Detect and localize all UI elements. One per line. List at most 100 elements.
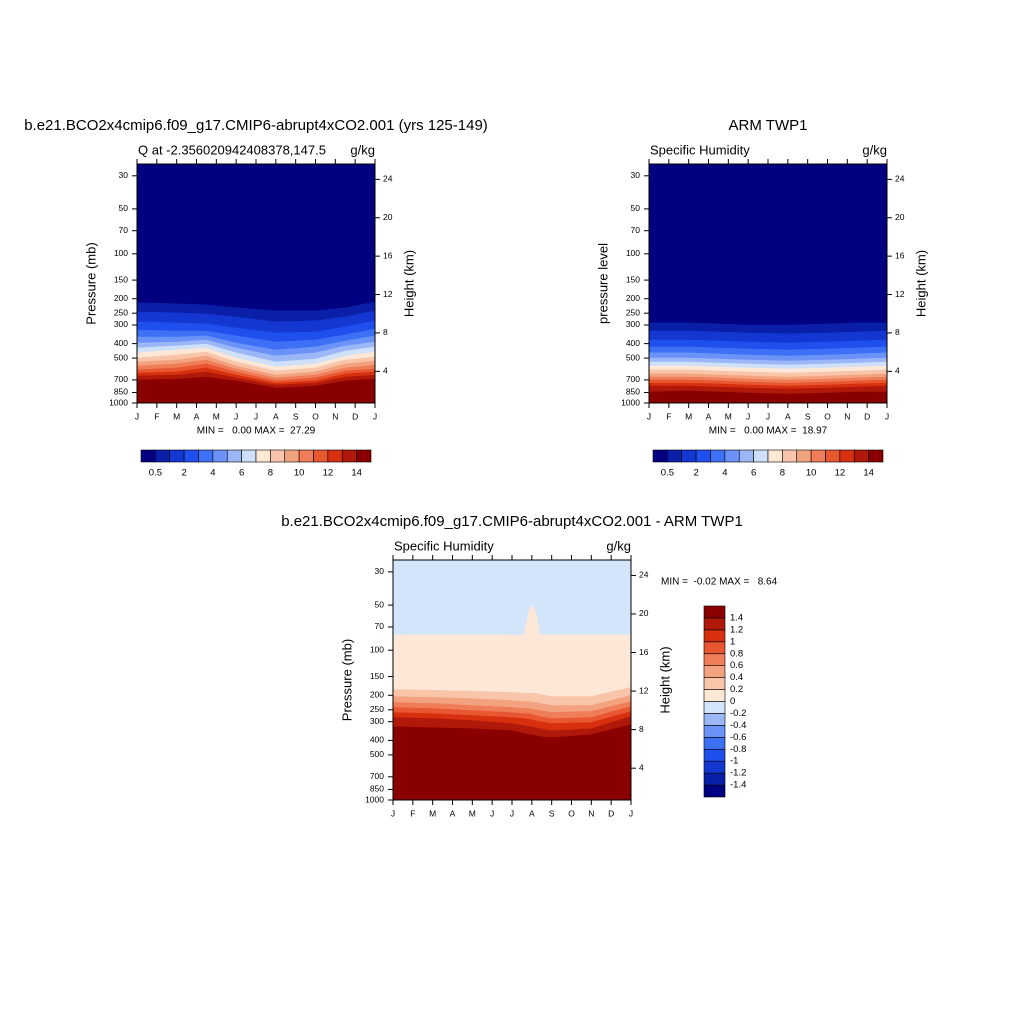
colorbar-label: 0.8 bbox=[730, 648, 743, 659]
x-tick-label: J bbox=[234, 411, 238, 421]
colorbar-label: 2 bbox=[693, 468, 698, 479]
y-tick-label: 300 bbox=[626, 319, 640, 329]
x-tick-label: N bbox=[588, 808, 594, 818]
y-tick-label: 200 bbox=[370, 690, 384, 700]
colorbar-box bbox=[703, 629, 726, 643]
x-tick-label: S bbox=[805, 411, 811, 421]
x-tick-label: A bbox=[529, 808, 535, 818]
y-tick-label: 500 bbox=[626, 352, 640, 362]
colorbar-label: 14 bbox=[351, 468, 362, 479]
y2-tick-label: 8 bbox=[383, 327, 388, 337]
y2-tick-label: 24 bbox=[383, 174, 393, 184]
colorbar-label: 0.4 bbox=[730, 672, 743, 683]
stats: MIN = 0.00 MAX = 18.97 bbox=[709, 426, 828, 437]
y-tick-label: 700 bbox=[114, 374, 128, 384]
colorbar-label: 4 bbox=[210, 468, 215, 479]
y-tick-label: 850 bbox=[626, 387, 640, 397]
x-tick-label: F bbox=[410, 808, 415, 818]
colorbar-label: 10 bbox=[294, 468, 305, 479]
x-tick-label: J bbox=[391, 808, 395, 818]
y-tick-label: 150 bbox=[626, 274, 640, 284]
y2-tick-label: 20 bbox=[639, 608, 649, 618]
y2-tick-label: 12 bbox=[639, 685, 649, 695]
x-tick-label: M bbox=[685, 411, 692, 421]
colorbar-label: 0.5 bbox=[149, 468, 162, 479]
colorbar-box bbox=[724, 449, 740, 463]
y-tick-label: 150 bbox=[114, 274, 128, 284]
colorbar-label: -0.2 bbox=[730, 708, 746, 719]
x-tick-label: J bbox=[746, 411, 750, 421]
colorbar-box bbox=[255, 449, 271, 463]
x-tick-label: J bbox=[254, 411, 258, 421]
y-tick-label: 300 bbox=[370, 716, 384, 726]
x-tick-label: A bbox=[785, 411, 791, 421]
x-tick-label: S bbox=[549, 808, 555, 818]
x-tick-label: N bbox=[332, 411, 338, 421]
x-tick-label: D bbox=[864, 411, 870, 421]
stats: MIN = -0.02 MAX = 8.64 bbox=[661, 577, 778, 588]
colorbar-box bbox=[703, 725, 726, 738]
colorbar-box bbox=[703, 737, 726, 750]
colorbar-box bbox=[703, 677, 726, 690]
contour-field bbox=[649, 164, 887, 403]
y2-tick-label: 12 bbox=[895, 289, 905, 299]
right-string: g/kg bbox=[606, 538, 631, 553]
x-tick-label: M bbox=[173, 411, 180, 421]
y2-tick-label: 16 bbox=[895, 250, 905, 260]
colorbar-label: -1.2 bbox=[730, 768, 746, 779]
x-tick-label: N bbox=[844, 411, 850, 421]
colorbar-box bbox=[703, 701, 726, 714]
colorbar-box bbox=[298, 449, 314, 463]
colorbar-box bbox=[782, 449, 798, 463]
colorbar-label: 0 bbox=[730, 696, 735, 707]
x-tick-label: A bbox=[706, 411, 712, 421]
x-tick-label: O bbox=[312, 411, 319, 421]
right-string: g/kg bbox=[862, 142, 887, 157]
y-tick-label: 400 bbox=[626, 338, 640, 348]
y-tick-label: 250 bbox=[114, 307, 128, 317]
left-string: Specific Humidity bbox=[650, 142, 750, 157]
colorbar-label: 10 bbox=[806, 468, 817, 479]
x-tick-label: F bbox=[666, 411, 671, 421]
colorbar-box bbox=[796, 449, 812, 463]
colorbar-box bbox=[313, 449, 329, 463]
panel-title: b.e21.BCO2x4cmip6.f09_g17.CMIP6-abrupt4x… bbox=[281, 513, 743, 530]
y-tick-label: 850 bbox=[114, 387, 128, 397]
x-tick-label: A bbox=[273, 411, 279, 421]
colorbar-box bbox=[703, 713, 726, 726]
colorbar-box bbox=[183, 449, 199, 463]
contour-field bbox=[137, 164, 375, 403]
y-tick-label: 1000 bbox=[365, 794, 384, 804]
y2-tick-label: 16 bbox=[639, 647, 649, 657]
y-tick-label: 30 bbox=[119, 170, 129, 180]
panel-title: b.e21.BCO2x4cmip6.f09_g17.CMIP6-abrupt4x… bbox=[24, 117, 488, 134]
colorbar-label: 4 bbox=[722, 468, 727, 479]
y2-tick-label: 8 bbox=[639, 724, 644, 734]
x-tick-label: M bbox=[469, 808, 476, 818]
contour-band bbox=[649, 390, 887, 403]
y-tick-label: 850 bbox=[370, 784, 384, 794]
x-tick-label: M bbox=[725, 411, 732, 421]
contour-band bbox=[137, 376, 375, 403]
colorbar-box bbox=[241, 449, 257, 463]
colorbar-label: 1.4 bbox=[730, 612, 743, 623]
y-tick-label: 100 bbox=[626, 248, 640, 258]
contour-field bbox=[393, 560, 631, 800]
y2-axis-label: Height (km) bbox=[913, 250, 928, 317]
y-tick-label: 400 bbox=[370, 735, 384, 745]
colorbar-box bbox=[703, 665, 726, 678]
y-tick-label: 400 bbox=[114, 338, 128, 348]
colorbar-box bbox=[140, 449, 156, 463]
y-tick-label: 500 bbox=[114, 352, 128, 362]
colorbar-box bbox=[753, 449, 769, 463]
colorbar-box bbox=[327, 449, 343, 463]
y-tick-label: 250 bbox=[370, 704, 384, 714]
y-tick-label: 1000 bbox=[621, 397, 640, 407]
y-tick-label: 70 bbox=[119, 225, 129, 235]
x-tick-label: J bbox=[766, 411, 770, 421]
colorbar-box bbox=[703, 760, 726, 774]
y-tick-label: 50 bbox=[631, 203, 641, 213]
colorbar-box bbox=[212, 449, 228, 463]
colorbar-box bbox=[703, 689, 726, 702]
